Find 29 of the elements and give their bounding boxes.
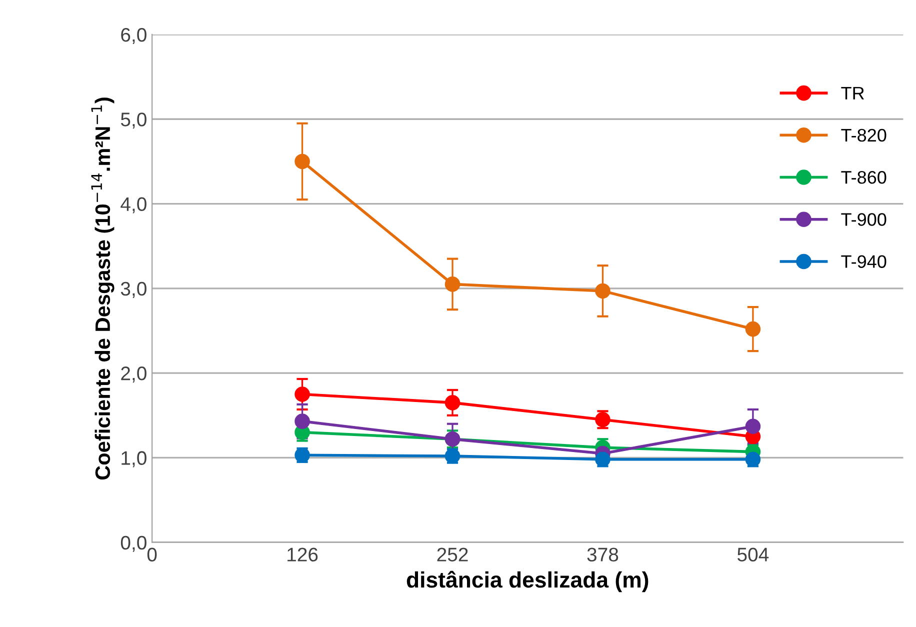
y-tick-label: 0,0 xyxy=(120,536,146,552)
y-tick-label: 2,0 xyxy=(121,366,146,383)
legend-label: TR xyxy=(841,86,864,100)
legend-label: T-900 xyxy=(841,213,886,226)
x-tick-label: 504 xyxy=(738,548,769,562)
point xyxy=(294,414,310,429)
y-tick-label: 4,0 xyxy=(120,197,146,214)
point xyxy=(595,452,610,468)
point xyxy=(595,283,610,299)
y-tick-label: 1,0 xyxy=(122,451,146,468)
point xyxy=(294,386,310,402)
legend-label: T-940 xyxy=(841,255,886,268)
point xyxy=(745,418,761,434)
point xyxy=(745,452,761,468)
point xyxy=(745,321,761,337)
y-axis-title: Coeficiente de Desgaste (10$^{−14}$.m²N$^{−1}$) xyxy=(91,98,114,480)
x-axis-title: distância deslizada (m) xyxy=(406,570,648,592)
y-tick-label: 6,0 xyxy=(121,28,146,44)
x-tick-label: 252 xyxy=(437,548,468,562)
legend-label: T-860 xyxy=(841,170,886,184)
x-tick-label: 378 xyxy=(587,548,618,562)
y-tick-label: 3,0 xyxy=(120,282,146,298)
x-tick-label: 0 xyxy=(147,548,157,562)
legend-label: T-820 xyxy=(841,128,886,142)
point xyxy=(444,276,460,292)
x-tick-label: 126 xyxy=(288,548,318,562)
point xyxy=(444,395,460,410)
point xyxy=(294,154,310,170)
y-tick-label: 5,0 xyxy=(120,112,146,129)
